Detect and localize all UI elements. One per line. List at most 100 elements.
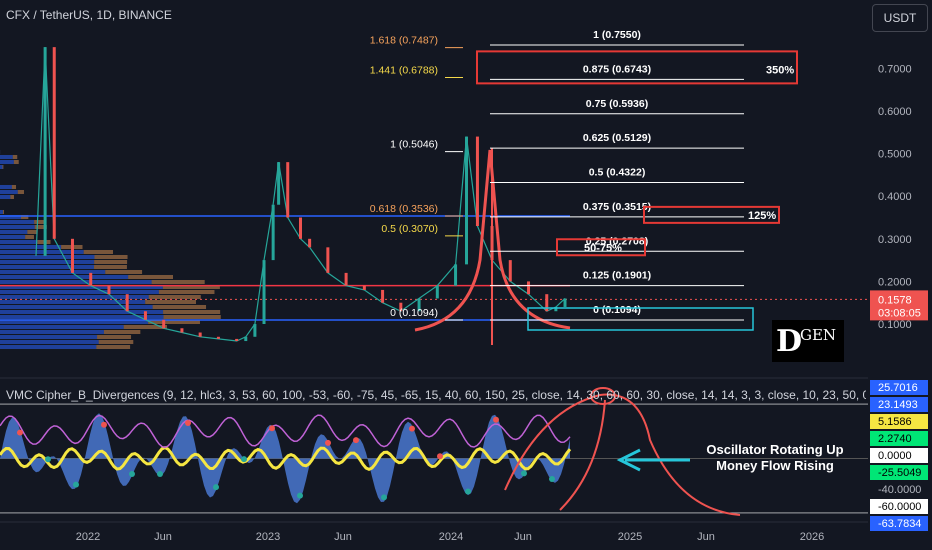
osc-signal-dot	[465, 488, 471, 495]
candle	[545, 294, 549, 312]
volume-profile-bar	[0, 265, 95, 269]
volume-profile-bar	[163, 310, 221, 314]
fib-left-label: 0.618 (0.3536)	[370, 203, 438, 215]
price-axis-tick: 0.4000	[878, 191, 912, 203]
volume-profile-bar	[0, 340, 99, 344]
candle	[180, 328, 184, 333]
osc-axis-badge	[870, 380, 928, 395]
price-axis-tick: 0.7000	[878, 63, 912, 75]
osc-signal-dot	[381, 494, 387, 501]
volume-profile-bar	[162, 285, 220, 289]
volume-profile-bar	[20, 215, 29, 219]
target-label-350: 350%	[766, 64, 794, 76]
osc-signal-dot	[521, 470, 527, 477]
countdown-timer: 03:08:05	[878, 307, 921, 319]
volume-profile-bar	[163, 315, 221, 319]
volume-profile-bar	[94, 255, 128, 259]
money-flow-line	[0, 445, 572, 472]
fib-right-label: 0.625 (0.5129)	[583, 132, 651, 144]
osc-axis-value: 5.1586	[878, 416, 912, 428]
volume-profile-bar	[123, 325, 168, 329]
volume-profile-bar	[0, 225, 35, 229]
candle	[253, 324, 257, 337]
volume-profile-bar	[0, 280, 152, 284]
osc-axis-value: 25.7016	[878, 382, 918, 394]
drawn-osc-circle	[590, 387, 616, 405]
candle	[216, 336, 220, 339]
volume-profile-bar	[0, 315, 164, 319]
candle	[464, 136, 468, 265]
fib-left-label: 0 (0.1094)	[390, 307, 438, 319]
osc-signal-dot	[493, 416, 499, 423]
time-axis-tick: 2026	[800, 531, 824, 543]
volume-profile-bar	[0, 330, 104, 334]
volume-profile-bar	[17, 190, 24, 194]
osc-signal-dot	[549, 476, 555, 483]
candle	[563, 298, 567, 307]
osc-signal-dot	[353, 437, 359, 444]
volume-profile-bar	[0, 300, 146, 304]
candle	[527, 281, 531, 295]
osc-axis-badge	[870, 516, 928, 531]
volume-profile-bar	[0, 295, 149, 299]
dgen-logo: D GEN	[772, 320, 844, 362]
candle	[475, 136, 479, 227]
arrow-annotation	[616, 448, 690, 472]
osc-axis-value: 0.0000	[878, 450, 912, 462]
volume-profile-bar	[83, 250, 114, 254]
candle	[235, 338, 239, 342]
drawn-curve	[414, 149, 571, 332]
osc-signal-dot	[409, 425, 415, 432]
volume-profile-bar	[0, 345, 97, 349]
osc-axis-badge	[870, 414, 928, 429]
fib-left-label: 1 (0.5046)	[390, 139, 438, 151]
candle	[308, 238, 312, 248]
volume-profile-bar	[2, 165, 4, 169]
osc-signal-dot	[129, 470, 135, 477]
candle	[125, 294, 129, 312]
fib-left-label: 1.441 (0.6788)	[370, 64, 438, 76]
volume-profile-bar	[103, 330, 141, 334]
osc-axis-badge	[870, 397, 928, 412]
fib-right-label: 0 (0.1094)	[593, 304, 641, 316]
logo-mark: D	[776, 324, 803, 359]
currency-button[interactable]: USDT	[872, 4, 928, 32]
candle	[344, 272, 348, 286]
time-axis-tick: Jun	[154, 531, 172, 543]
candle	[198, 332, 202, 337]
volume-profile-bar	[34, 225, 47, 229]
candle	[143, 311, 147, 320]
volume-profile-bar	[27, 230, 37, 234]
candle	[299, 217, 302, 239]
volume-profile-bar	[0, 220, 35, 224]
volume-profile-bar	[0, 210, 3, 214]
volume-profile-bar	[96, 345, 131, 349]
volume-profile-bar	[0, 305, 153, 309]
volume-profile-bar	[94, 265, 127, 269]
osc-signal-dot	[437, 453, 443, 460]
candle	[262, 260, 266, 325]
indicator-title[interactable]: VMC Cipher_B_Divergences (9, 12, hlc3, 3…	[6, 388, 866, 402]
volume-profile-bar	[0, 160, 14, 164]
volume-profile-bar	[11, 185, 17, 189]
osc-axis-badge	[870, 431, 928, 446]
osc-axis-value: -60.0000	[878, 501, 921, 513]
fib-right-label: 0.875 (0.6743)	[583, 63, 651, 75]
osc-signal-dot	[101, 421, 107, 428]
candle	[89, 272, 93, 286]
osc-signal-dot	[17, 429, 23, 436]
time-axis-tick: 2023	[256, 531, 280, 543]
drawn-osc-curve	[559, 399, 606, 511]
candle	[435, 285, 439, 299]
candle	[554, 306, 558, 312]
osc-axis-badge	[870, 465, 928, 480]
candle	[52, 47, 56, 239]
rsi-line	[0, 414, 571, 449]
osc-note-line1: Oscillator Rotating Up	[706, 442, 843, 457]
osc-note-line2: Money Flow Rising	[716, 458, 834, 473]
fib-left-label: 1.618 (0.7487)	[370, 35, 438, 47]
osc-axis-badge	[870, 448, 928, 463]
osc-signal-dot	[297, 492, 303, 499]
volume-profile-bar	[128, 275, 174, 279]
